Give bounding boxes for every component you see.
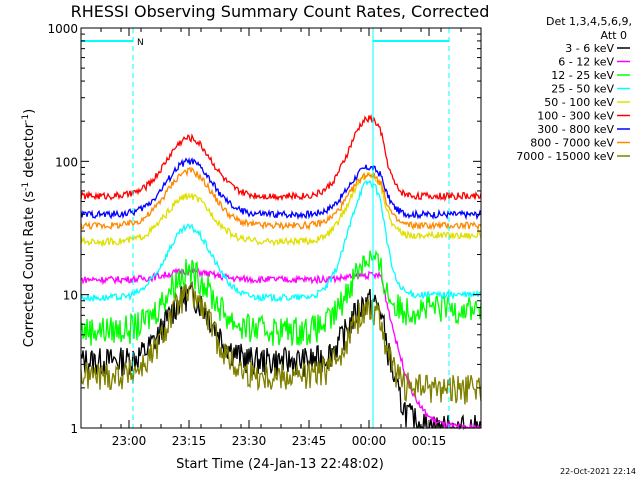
flag-label: N [137,38,144,48]
y-tick-label: 10 [63,289,78,303]
legend-label: 3 - 6 keV [565,42,614,55]
x-tick-label: 23:15 [172,434,207,448]
y-tick-label: 1 [70,422,78,436]
legend-header-line-1: Det 1,3,4,5,6,9, [546,15,632,28]
legend-label: 12 - 25 keV [551,69,614,82]
plot-area: N [80,28,482,431]
x-tick-label: 00:15 [412,434,447,448]
series-line [80,171,482,248]
legend-label: 6 - 12 keV [558,56,614,69]
series-line [80,282,482,405]
y-axis-label: Corrected Count Rate (s-1 detector-1) [21,109,37,347]
series-line [80,157,482,221]
legend-label: 7000 - 15000 keV [516,150,614,163]
x-tick-label: 23:45 [292,434,327,448]
legend-header-line-2: Att 0 [601,29,627,42]
legend-label: 25 - 50 keV [551,83,614,96]
legend-label: 300 - 800 keV [537,123,614,136]
series-line [80,280,482,431]
x-tick-label: 00:00 [352,434,387,448]
y-tick-label: 100 [55,155,78,169]
x-tick-label: 23:30 [232,434,267,448]
x-axis: 23:00 23:15 23:30 23:45 00:00 00:15 [80,28,482,448]
y-axis: 1 10 100 1000 [47,22,481,436]
y-tick-label: 1000 [47,22,78,36]
chart-title: RHESSI Observing Summary Count Rates, Co… [71,2,490,21]
x-tick-label: 23:00 [112,434,147,448]
timestamp: 22-Oct-2021 22:14 [560,467,636,476]
x-axis-label: Start Time (24-Jan-13 22:48:02) [176,457,384,472]
series-line [80,166,482,232]
series-line [80,179,482,303]
legend-label: 800 - 7000 keV [530,137,614,150]
legend-label: 50 - 100 keV [544,96,614,109]
series-line [80,249,482,346]
series-line [80,113,482,202]
legend-label: 100 - 300 keV [537,110,614,123]
